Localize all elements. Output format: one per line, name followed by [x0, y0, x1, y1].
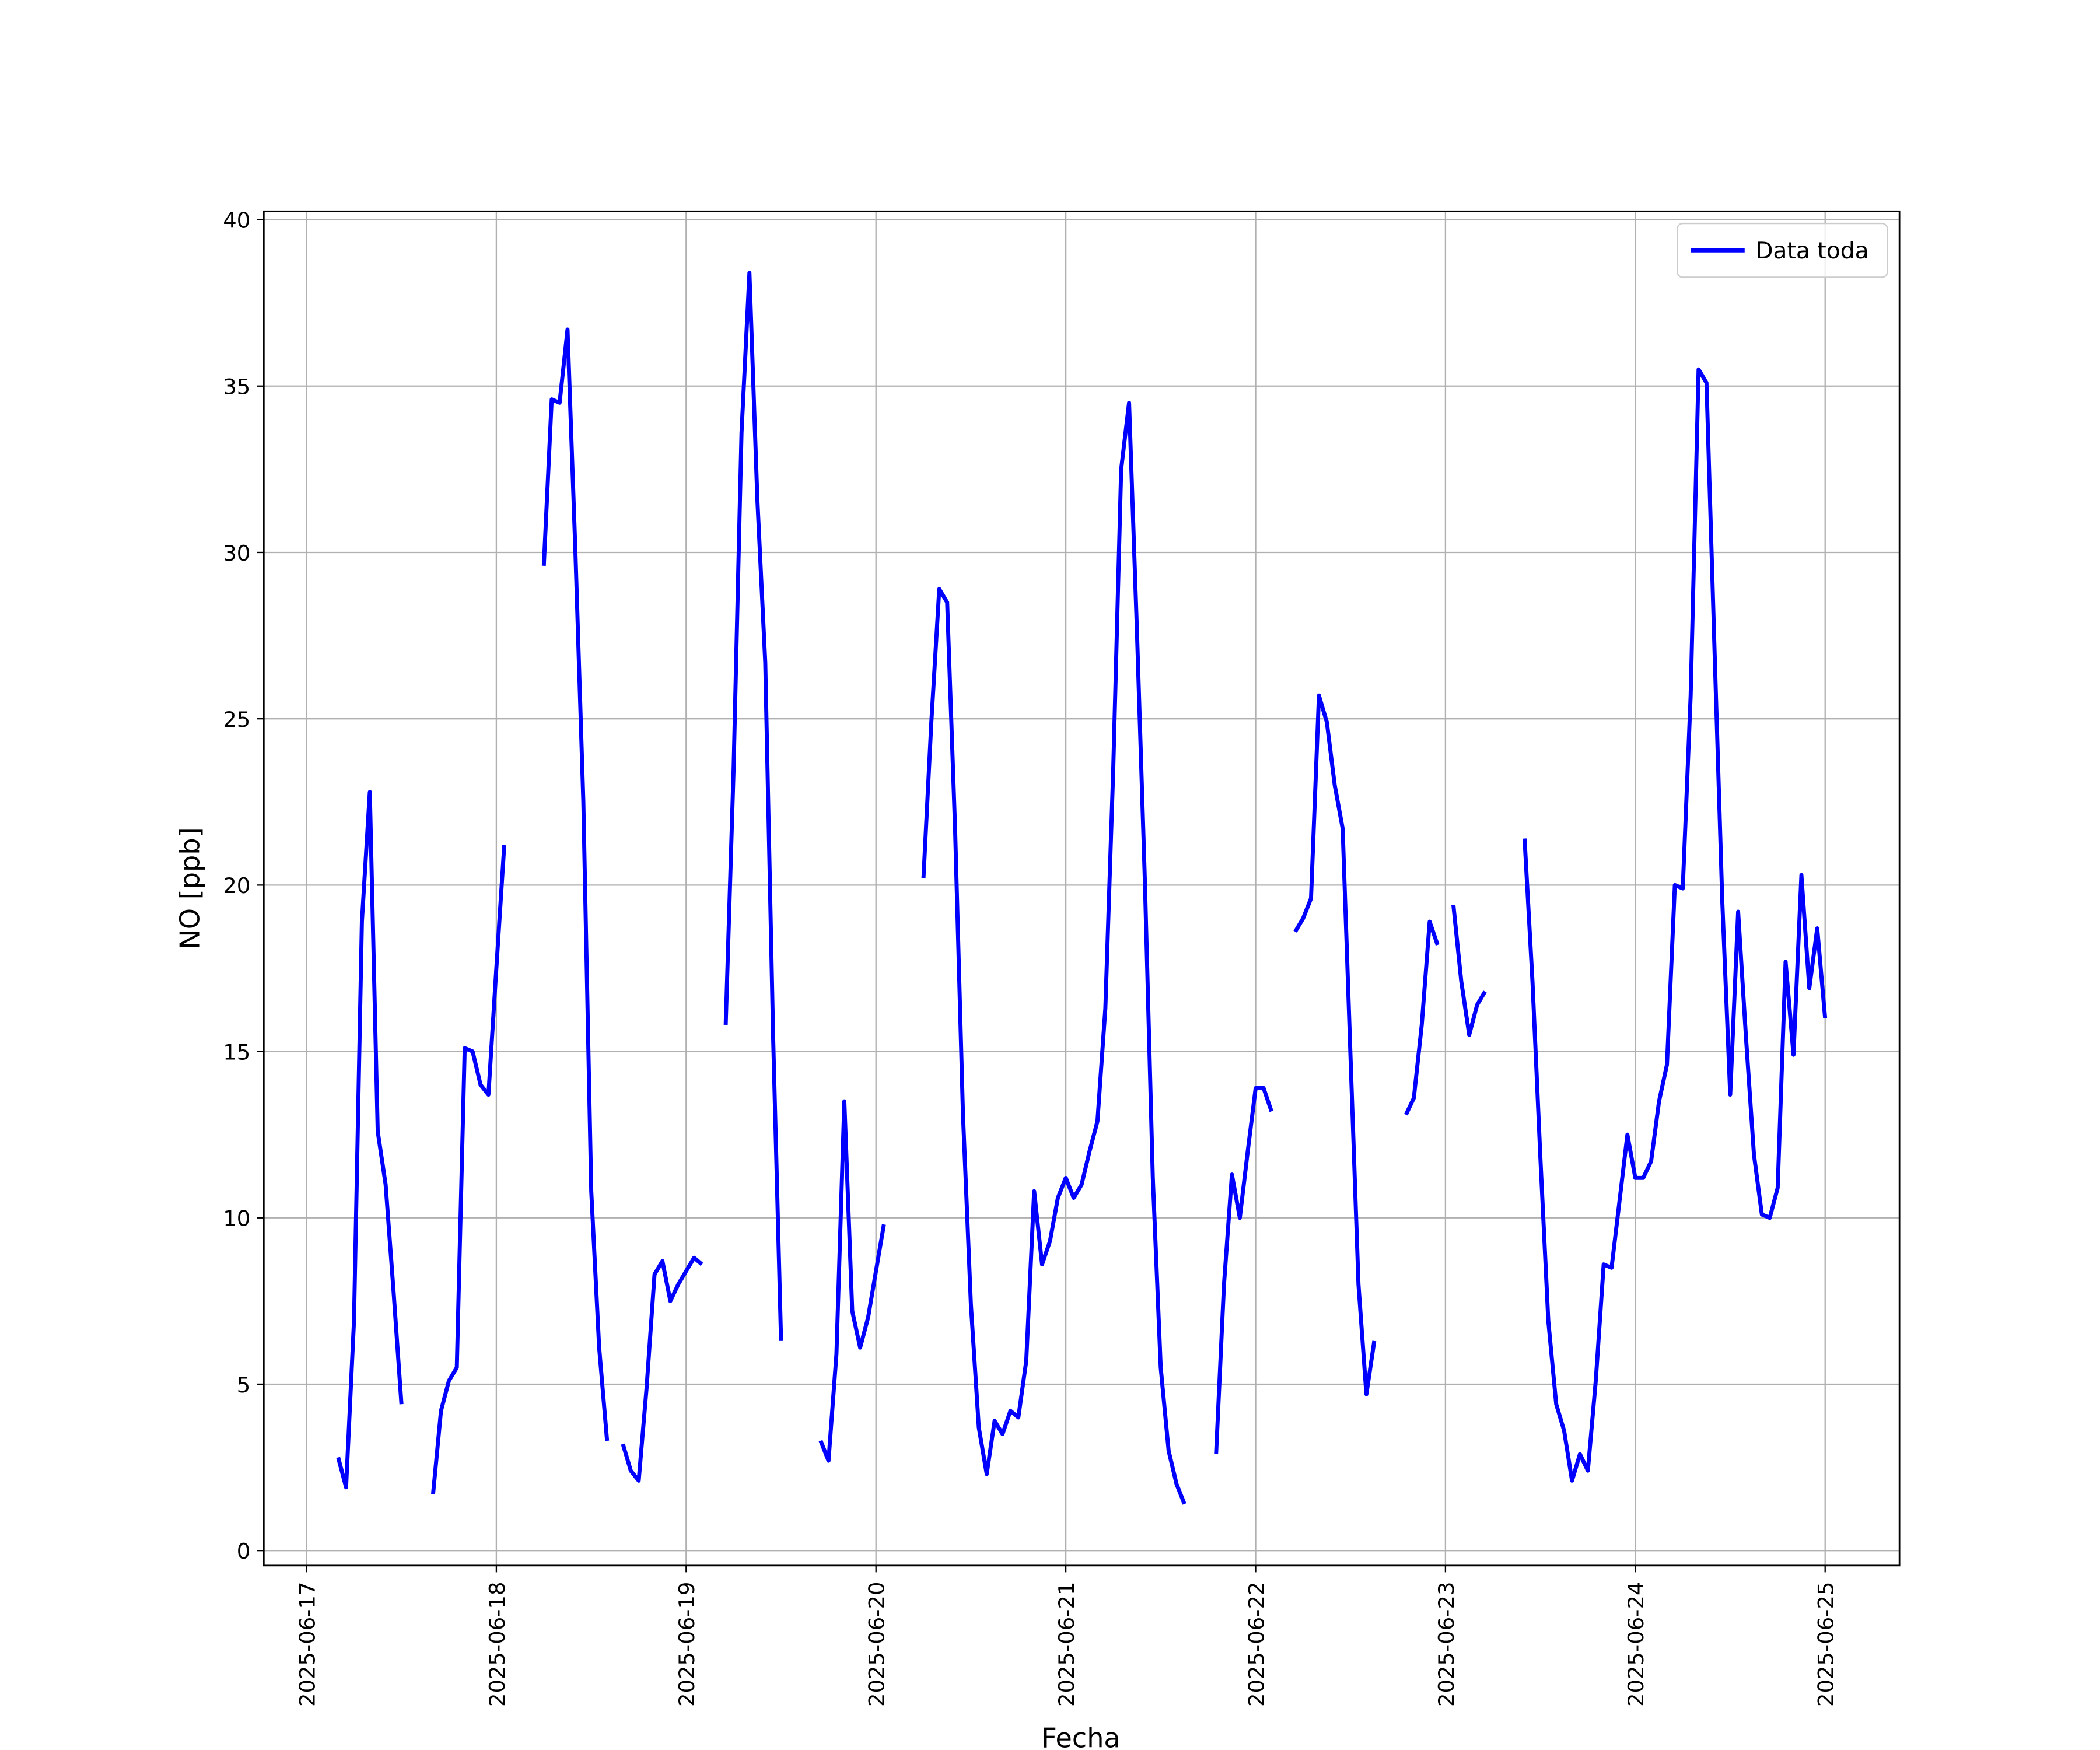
y-tick-label: 5 — [237, 1373, 250, 1398]
x-tick-label: 2025-06-18 — [485, 1582, 510, 1707]
y-tick-label: 25 — [223, 707, 250, 732]
x-tick-label: 2025-06-21 — [1054, 1582, 1079, 1707]
y-tick-label: 0 — [237, 1539, 250, 1564]
x-tick-label: 2025-06-19 — [674, 1582, 699, 1707]
y-tick-label: 40 — [223, 208, 250, 233]
data-line — [336, 271, 1828, 1505]
y-tick-label: 10 — [223, 1206, 250, 1231]
axes-frame — [262, 210, 1901, 1567]
legend-label: Data toda — [1755, 238, 1868, 264]
x-tick-label: 2025-06-23 — [1434, 1582, 1459, 1707]
legend: Data toda — [1676, 222, 1888, 278]
legend-box — [1676, 222, 1888, 278]
x-axis-label: Fecha — [1041, 1722, 1120, 1750]
x-tick-label: 2025-06-20 — [864, 1582, 890, 1707]
x-tick-label: 2025-06-22 — [1244, 1582, 1269, 1707]
y-tick-label: 30 — [223, 541, 250, 566]
x-tick-label: 2025-06-17 — [295, 1582, 320, 1707]
x-tick-label: 2025-06-25 — [1814, 1582, 1839, 1707]
y-tick-label: 15 — [223, 1040, 250, 1065]
y-axis-label: NO [ppb] — [174, 827, 206, 949]
x-tick-label: 2025-06-24 — [1623, 1582, 1648, 1707]
y-tick-label: 35 — [223, 374, 250, 400]
y-tick-label: 20 — [223, 873, 250, 898]
